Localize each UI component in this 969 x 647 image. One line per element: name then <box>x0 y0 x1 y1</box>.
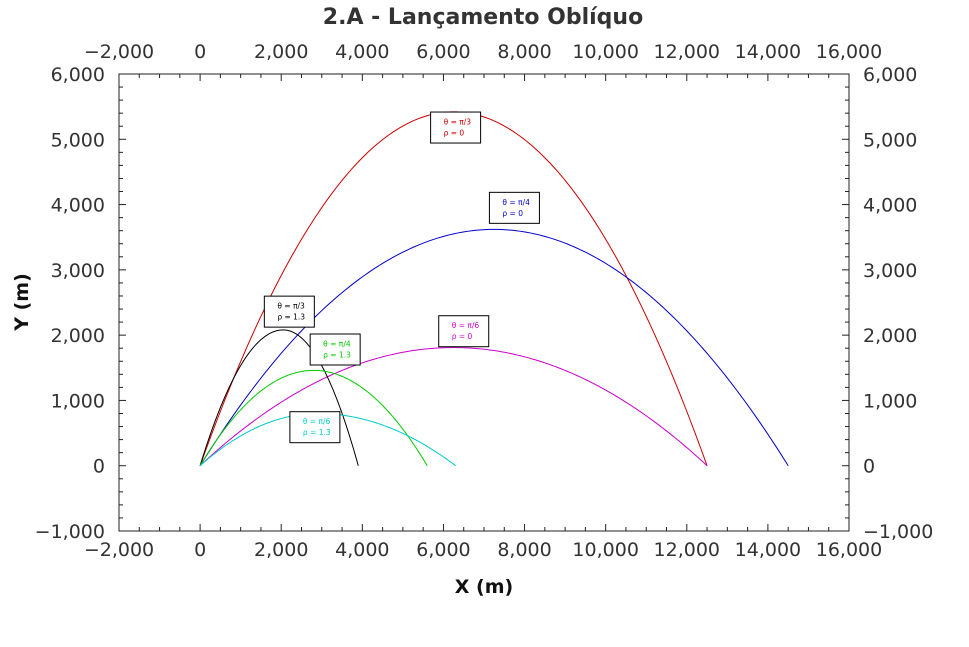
x-tick-label-bottom: 4,000 <box>335 539 389 561</box>
x-axis-label: X (m) <box>455 576 513 598</box>
trajectory-line <box>199 369 428 466</box>
x-tick-label-top: 12,000 <box>654 41 720 63</box>
y-tick-label-right: 4,000 <box>863 195 917 217</box>
y-tick-label-left: 2,000 <box>51 325 105 347</box>
x-tick-label-top: 4,000 <box>335 41 389 63</box>
trajectory-label-box <box>438 315 490 348</box>
x-tick-label-top: 2,000 <box>254 41 308 63</box>
y-tick-label-right: 5,000 <box>863 129 917 151</box>
trajectory-label-density: ρ = 1.3 <box>323 351 351 360</box>
x-axis-bottom: −2,000 0 2,000 4,000 6,000 8,000 10,000 12,000 1… <box>84 524 882 561</box>
y-tick-label-left: 4,000 <box>51 195 105 217</box>
trajectory-label-angle: θ = π/3 <box>444 118 472 127</box>
trajectory-label-box <box>430 111 482 144</box>
y-tick-label-right: 6,000 <box>863 64 917 86</box>
trajectory-label-box <box>488 191 540 224</box>
y-tick-label-left: 5,000 <box>51 129 105 151</box>
y-tick-label-right: 1,000 <box>863 390 917 412</box>
trajectory-label-box <box>309 333 361 366</box>
y-axis-left: −1,000 0 1,000 2,000 3,000 4,000 5,000 6,000 <box>35 64 126 543</box>
x-tick-label-bottom: 2,000 <box>254 539 308 561</box>
y-tick-label-left: 3,000 <box>51 260 105 282</box>
y-tick-label-left: 1,000 <box>51 390 105 412</box>
trajectory-line <box>199 329 359 466</box>
x-tick-label-top: 8,000 <box>497 41 551 63</box>
y-tick-label-left: −1,000 <box>35 521 105 543</box>
trajectory-labels: θ = π/3 ρ = 0 θ = π/4 ρ = 0 θ = π/6 ρ = 0 θ = … <box>263 111 540 444</box>
x-tick-label-top: 6,000 <box>416 41 470 63</box>
x-tick-label-top: −2,000 <box>84 41 154 63</box>
plot-frame <box>118 73 850 532</box>
trajectory-line <box>199 228 789 466</box>
y-axis-label: Y (m) <box>11 273 33 332</box>
x-tick-label-bottom: 6,000 <box>416 539 470 561</box>
y-tick-label-left: 6,000 <box>51 64 105 86</box>
trajectory-label-box <box>289 411 341 444</box>
x-tick-label-bottom: 8,000 <box>497 539 551 561</box>
trajectory-line <box>199 111 708 466</box>
x-tick-label-bottom: 12,000 <box>654 539 720 561</box>
x-tick-label-bottom: 10,000 <box>572 539 638 561</box>
trajectory-label-angle: θ = π/4 <box>323 340 351 349</box>
trajectory-curves <box>199 111 789 467</box>
x-axis-top: −2,000 0 2,000 4,000 6,000 8,000 10,000 12,000 1… <box>84 41 882 81</box>
x-tick-label-bottom: −2,000 <box>84 539 154 561</box>
trajectory-label-density: ρ = 0 <box>452 332 473 341</box>
trajectory-line <box>199 347 708 467</box>
y-axis-right: −1,000 0 1,000 2,000 3,000 4,000 5,000 6,000 <box>842 64 933 543</box>
y-tick-label-right: −1,000 <box>863 521 933 543</box>
trajectory-label-angle: θ = π/4 <box>502 198 530 207</box>
x-tick-label-top: 0 <box>194 41 206 63</box>
y-tick-label-right: 2,000 <box>863 325 917 347</box>
trajectory-label-density: ρ = 1.3 <box>277 313 305 322</box>
x-tick-label-bottom: 16,000 <box>816 539 882 561</box>
x-tick-label-bottom: 0 <box>194 539 206 561</box>
y-tick-label-right: 0 <box>863 456 875 478</box>
trajectory-label-angle: θ = π/6 <box>303 417 331 426</box>
x-tick-label-top: 16,000 <box>816 41 882 63</box>
x-tick-label-top: 14,000 <box>735 41 801 63</box>
x-tick-label-top: 10,000 <box>572 41 638 63</box>
x-tick-label-bottom: 14,000 <box>735 539 801 561</box>
trajectory-label-density: ρ = 1.3 <box>303 428 331 437</box>
trajectory-label-angle: θ = π/3 <box>277 302 305 311</box>
trajectory-label-density: ρ = 0 <box>444 129 465 138</box>
chart-title: 2.A - Lançamento Oblíquo <box>323 5 643 30</box>
y-tick-label-right: 3,000 <box>863 260 917 282</box>
trajectory-label-angle: θ = π/6 <box>452 321 480 330</box>
trajectory-label-box <box>263 295 315 328</box>
y-tick-label-left: 0 <box>93 456 105 478</box>
trajectory-label-density: ρ = 0 <box>502 209 523 218</box>
